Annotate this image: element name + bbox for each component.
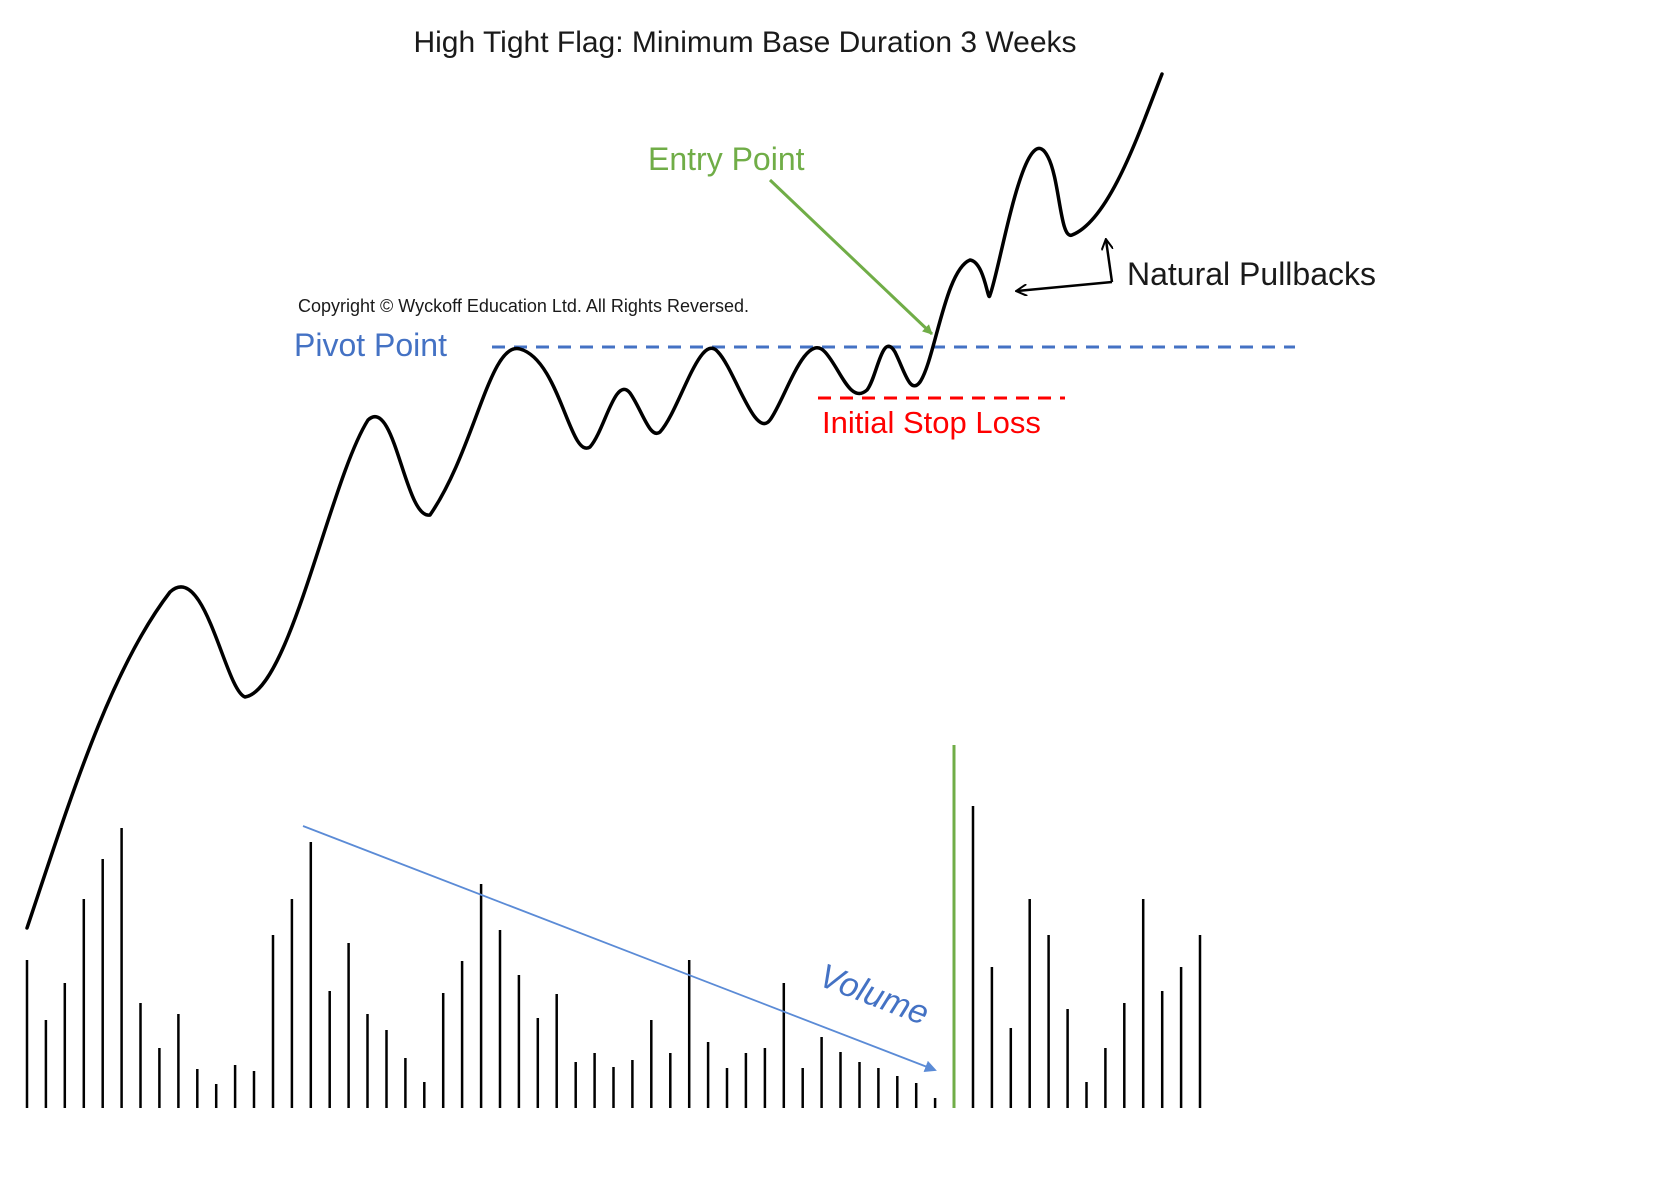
volume-trend-arrow [302,825,937,1072]
natural-pullbacks-label: Natural Pullbacks [1127,256,1376,292]
copyright-text: Copyright © Wyckoff Education Ltd. All R… [298,296,749,316]
natural-pullbacks-arrow [1106,240,1112,283]
entry-point-arrow [768,178,934,336]
volume-label: Volume [814,957,934,1033]
price-curve [25,72,1164,930]
pivot-point-label: Pivot Point [294,327,447,363]
natural-pullbacks-arrow-lower [1017,280,1113,291]
initial-stop-loss-label: Initial Stop Loss [822,405,1041,440]
volume-bars [25,745,1202,1108]
entry-point-label: Entry Point [648,141,805,177]
page-title: High Tight Flag: Minimum Base Duration 3… [413,26,1076,59]
